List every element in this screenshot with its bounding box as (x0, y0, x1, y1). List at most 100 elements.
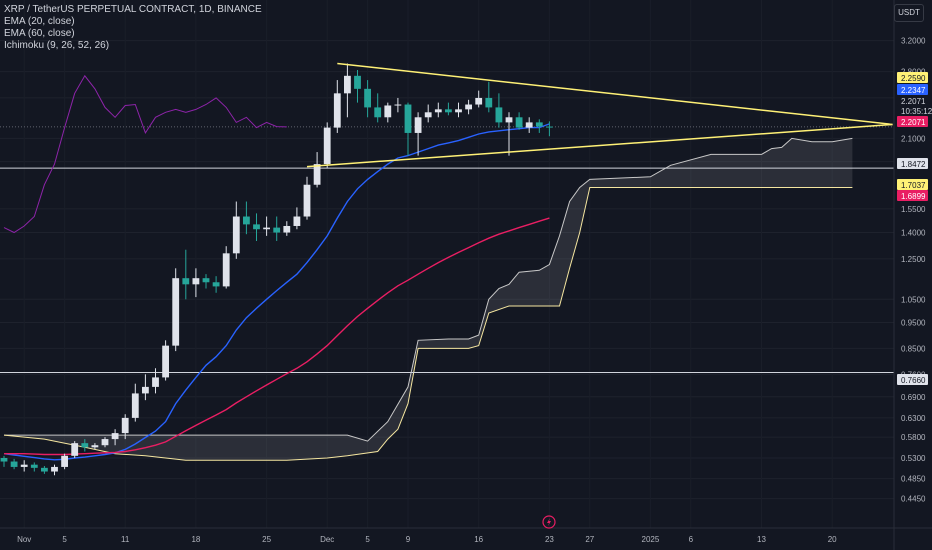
candle-body (91, 445, 99, 448)
price-tag-box (897, 84, 928, 95)
candle-body (10, 461, 18, 467)
candle (445, 102, 452, 116)
candle (505, 112, 513, 156)
price-tag-label: 1.6899 (901, 192, 926, 201)
price-tick-label: 0.9500 (901, 319, 926, 328)
candle (475, 90, 483, 108)
candle (273, 216, 281, 241)
candle (455, 102, 462, 118)
price-tick-label: 0.4450 (901, 495, 926, 504)
candle-body (111, 433, 119, 440)
candle (434, 102, 442, 118)
candle-body (445, 109, 452, 113)
candle-body (354, 75, 361, 89)
candle (414, 112, 422, 156)
candle (232, 201, 240, 259)
candle-body (293, 216, 301, 226)
ema20-line (3, 123, 550, 461)
candle-body (394, 104, 402, 106)
candle-body (535, 122, 543, 127)
candle-body (505, 117, 513, 123)
candle (121, 414, 129, 440)
candle-body (475, 97, 483, 105)
candle (162, 340, 169, 381)
candle (142, 374, 149, 401)
price-tag-box (897, 116, 928, 127)
lightning-icon[interactable] (542, 515, 556, 529)
candle-body (243, 216, 250, 225)
price-tag-box (897, 374, 928, 385)
price-tag-label: 2.2071 (901, 118, 926, 127)
candle (546, 121, 553, 137)
legend-ema60[interactable]: EMA (60, close) (4, 28, 75, 39)
candle-body (41, 467, 48, 472)
triangle-trendline (337, 62, 893, 126)
candle (202, 274, 210, 289)
candle (364, 80, 371, 118)
candle (182, 249, 190, 300)
candle-body (182, 278, 190, 285)
candle (263, 216, 270, 236)
chart-grid (0, 40, 894, 500)
candle-body (212, 282, 220, 287)
candle (111, 429, 119, 446)
price-tick-label: 0.5300 (901, 454, 926, 463)
symbol-title[interactable]: XRP / TetherUS PERPETUAL CONTRACT, 1D, B… (4, 4, 262, 15)
candle (10, 458, 18, 470)
price-tag-box (897, 158, 928, 169)
candle (192, 268, 200, 298)
candle (303, 176, 311, 220)
time-tick-label: 18 (191, 535, 200, 544)
candle-body (485, 97, 493, 108)
price-tick-label: 0.5800 (901, 433, 926, 442)
price-tag-label: 1.8472 (901, 160, 926, 169)
currency-button[interactable]: USDT (894, 4, 924, 22)
price-tag: 2.2071 (897, 116, 928, 127)
candle (515, 112, 523, 130)
candle-body (51, 466, 58, 472)
price-tick-label: 0.6300 (901, 414, 926, 423)
candle (101, 437, 109, 448)
candle-body (202, 278, 210, 283)
candle-body (434, 109, 442, 113)
legend-ema20[interactable]: EMA (20, close) (4, 16, 75, 27)
price-tag: 10:35:12 (897, 105, 932, 116)
candle-body (30, 464, 38, 468)
candle (131, 383, 139, 422)
candle-body (131, 393, 139, 418)
candle (333, 80, 341, 133)
candle (222, 246, 230, 289)
candle-body (333, 93, 341, 128)
price-tag-label: 2.2347 (901, 86, 926, 95)
ema60-line (4, 217, 550, 456)
time-tick-label: 25 (262, 535, 271, 544)
time-axis[interactable]: Nov 5 11 18 25 Dec 5 9 16 23 27 2025 6 13 20 (17, 535, 837, 544)
candle (374, 93, 382, 123)
legend-ichimoku[interactable]: Ichimoku (9, 26, 52, 26) (4, 40, 110, 51)
candle-body (101, 439, 109, 446)
candle-body (142, 386, 149, 394)
candle-body (404, 104, 412, 133)
candle-body (515, 117, 523, 128)
price-tick-label: 0.8500 (901, 344, 926, 353)
price-tag-label: 2.2590 (901, 74, 926, 83)
candle (283, 221, 291, 236)
candle (384, 102, 392, 123)
candle (354, 69, 361, 103)
price-tag-label: 2.2071 (901, 97, 926, 106)
price-tag: 1.6899 (897, 190, 928, 201)
candle (323, 122, 331, 168)
candle-body (546, 126, 553, 128)
price-tick-label: 2.1000 (901, 134, 926, 143)
time-tick-label: 5 (62, 535, 67, 544)
candle-body (384, 105, 392, 118)
time-tick-label: Nov (17, 535, 31, 544)
cloud-fill (4, 138, 853, 461)
time-tick-label: 23 (545, 535, 554, 544)
candle (404, 102, 412, 156)
candle (81, 439, 89, 452)
trendlines[interactable] (306, 62, 893, 168)
price-tag-label: 0.7660 (901, 376, 926, 385)
candle (51, 464, 58, 476)
